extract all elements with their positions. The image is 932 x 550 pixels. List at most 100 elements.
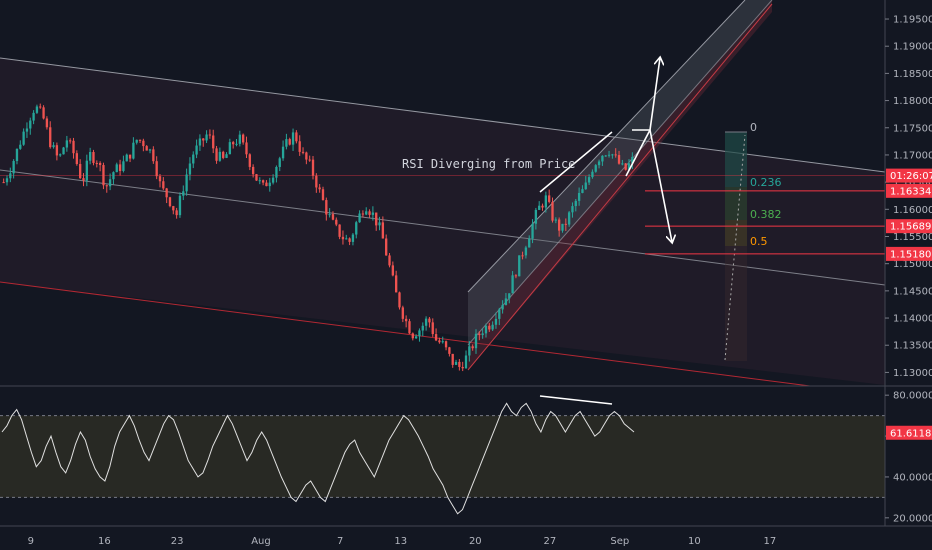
candle-body: [305, 152, 308, 160]
level-tag: [886, 219, 932, 234]
candle-body: [488, 325, 491, 330]
candle-body: [275, 166, 278, 178]
candle-body: [2, 182, 5, 184]
candle-body: [72, 140, 75, 154]
candle-body: [521, 255, 524, 257]
price-axis[interactable]: 1.19500 1.19000 1.18500 1.18000 1.17500 1.170…: [884, 0, 932, 526]
candle-body: [208, 134, 212, 136]
rsi-divergence-line[interactable]: [539, 395, 613, 405]
candle-body: [441, 341, 444, 343]
candle-body: [122, 161, 125, 171]
price-tick-label: 1.15000: [893, 259, 932, 270]
candle-body: [557, 219, 561, 231]
candle-body: [498, 309, 501, 319]
candle-body: [148, 149, 152, 151]
candle-body: [175, 210, 178, 216]
candle-body: [198, 138, 202, 146]
candle-body: [421, 325, 424, 331]
candle-body: [438, 340, 441, 343]
candle-body: [138, 139, 142, 141]
candle-body: [185, 174, 188, 192]
candle-body: [444, 341, 448, 348]
big-channel-mid[interactable]: [0, 169, 886, 286]
candle-body: [365, 211, 368, 215]
candle-body: [265, 182, 268, 187]
candle-body: [52, 145, 55, 148]
candle-body: [49, 127, 52, 148]
big-channel-lower[interactable]: [0, 281, 811, 387]
level-tag-label: 1.15180: [890, 249, 931, 260]
price-path-down-arrow[interactable]: [632, 129, 672, 242]
candle-body: [218, 151, 222, 161]
candlesticks: [2, 103, 634, 372]
time-tick-label: 16: [98, 536, 111, 547]
candle-body: [458, 361, 461, 367]
candle-body: [298, 141, 301, 152]
candle-body: [182, 191, 185, 196]
candle-body: [325, 200, 328, 215]
drawings: RSI Diverging from Price: [402, 58, 672, 242]
candle-body: [454, 361, 458, 365]
rsi-panel[interactable]: [0, 385, 932, 515]
candle-body: [88, 152, 92, 161]
countdown-label: 01:26:07: [890, 171, 932, 182]
candle-body: [79, 164, 82, 179]
candle-body: [601, 155, 604, 162]
rising-channel-mid[interactable]: [467, 0, 773, 346]
candle-body: [428, 318, 431, 323]
candle-body: [155, 161, 158, 177]
candle-body: [471, 346, 474, 349]
candle-body: [12, 161, 15, 174]
candle-body: [238, 134, 241, 144]
candle-body: [311, 159, 315, 176]
rising-channel-upper[interactable]: [467, 0, 746, 293]
candle-body: [308, 159, 311, 161]
candle-body: [348, 238, 351, 242]
candle-body: [268, 182, 271, 187]
candle-body: [414, 336, 418, 339]
candle-body: [484, 325, 488, 334]
rsi-tick-label: 40.0000: [893, 472, 932, 483]
candle-body: [611, 154, 614, 156]
candle-body: [385, 238, 388, 256]
candle-body: [98, 162, 102, 166]
candle-body: [232, 142, 235, 145]
price-tick-label: 1.17500: [893, 123, 932, 134]
candle-body: [235, 143, 238, 145]
candle-body: [42, 107, 45, 119]
candle-body: [255, 174, 258, 181]
price-tick-label: 1.14000: [893, 314, 932, 325]
candle-body: [158, 176, 162, 182]
candle-body: [69, 140, 72, 142]
channels: [0, 0, 886, 387]
fib-retracement[interactable]: 0 0.236 0.382 0.5: [724, 121, 782, 361]
candle-body: [604, 155, 607, 157]
candle-body: [448, 347, 451, 354]
countdown-tag: [886, 168, 932, 183]
price-tick-label: 1.18500: [893, 69, 932, 80]
candle-body: [102, 165, 105, 186]
level-tag: [886, 183, 932, 198]
candle-body: [32, 112, 35, 121]
candle-body: [508, 293, 511, 299]
annotation-text[interactable]: RSI Diverging from Price: [402, 157, 575, 171]
candle-body: [531, 223, 534, 239]
trend-highs-line[interactable]: [539, 131, 613, 193]
candle-body: [281, 146, 285, 159]
candle-body: [132, 142, 135, 159]
candle-body: [408, 321, 411, 334]
candle-body: [607, 154, 611, 156]
rising-channel-lower[interactable]: [467, 3, 773, 371]
candle-body: [85, 160, 88, 181]
candle-body: [22, 131, 25, 145]
candle-body: [494, 318, 498, 325]
fib-label-382: 0.382: [750, 208, 782, 221]
horizontal-levels: [0, 175, 885, 255]
candle-body: [178, 195, 182, 216]
time-axis[interactable]: 9 16 23 Aug 7 13 20 27 Sep 10 17: [0, 525, 932, 547]
candle-body: [188, 163, 192, 175]
candle-body: [571, 206, 574, 213]
candle-body: [115, 164, 118, 173]
